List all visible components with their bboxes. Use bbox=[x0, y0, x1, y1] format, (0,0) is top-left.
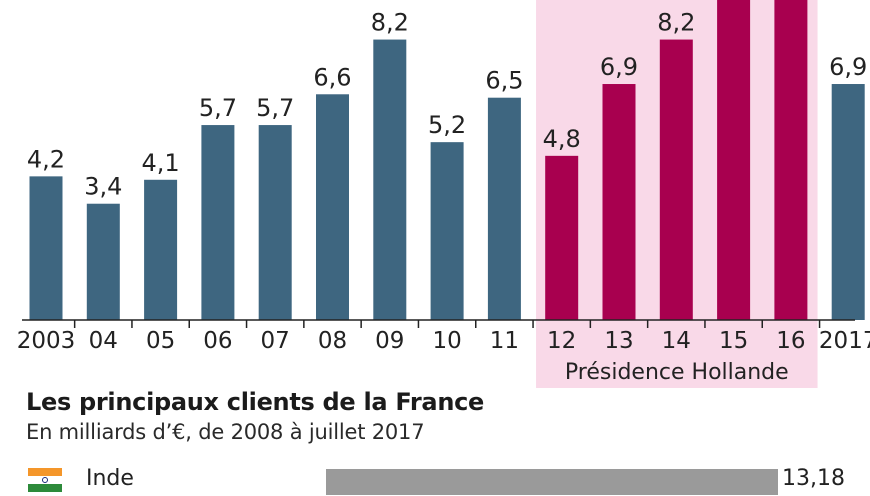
value-label-04: 3,4 bbox=[84, 173, 122, 201]
tick-label-12: 12 bbox=[547, 328, 576, 354]
value-label-10: 5,2 bbox=[428, 111, 466, 139]
bar-06 bbox=[201, 125, 235, 320]
band-label: Présidence Hollande bbox=[565, 360, 789, 385]
bar-09 bbox=[373, 39, 407, 321]
tick-label-04: 04 bbox=[89, 328, 118, 354]
client-name: Inde bbox=[86, 466, 134, 491]
client-row-inde: Inde 13,18 bbox=[28, 466, 870, 496]
bar-2017 bbox=[831, 84, 865, 321]
bar-15 bbox=[717, 0, 751, 320]
tick-label-05: 05 bbox=[146, 328, 175, 354]
value-label-08: 6,6 bbox=[313, 63, 351, 91]
tick-label-14: 14 bbox=[662, 328, 691, 354]
tick-label-08: 08 bbox=[318, 328, 347, 354]
bar-04 bbox=[86, 203, 120, 320]
bar-12 bbox=[545, 155, 579, 320]
value-label-09: 8,2 bbox=[371, 9, 409, 37]
tick-label-13: 13 bbox=[604, 328, 633, 354]
client-value: 13,18 bbox=[782, 466, 845, 491]
value-label-05: 4,1 bbox=[142, 149, 180, 177]
tick-label-09: 09 bbox=[375, 328, 404, 354]
bar-11 bbox=[487, 97, 521, 320]
value-label-11: 6,5 bbox=[485, 67, 523, 95]
clients-header: Les principaux clients de la France En m… bbox=[26, 388, 484, 444]
value-label-2003: 4,2 bbox=[27, 145, 65, 173]
tick-label-16: 16 bbox=[776, 328, 805, 354]
value-label-2017: 6,9 bbox=[829, 53, 867, 81]
bar-07 bbox=[258, 125, 292, 320]
bar-chart: 4,2 3,4 4,1 5,7 5,7 6,6 8,2 5,2 6,5 4,8 6,9 8,2 6,9 2… bbox=[17, 0, 870, 388]
bar-13 bbox=[602, 84, 636, 321]
tick-label-2017: 2017 bbox=[819, 328, 870, 354]
tick-label-06: 06 bbox=[203, 328, 232, 354]
bar-16 bbox=[774, 0, 808, 320]
tick-label-07: 07 bbox=[261, 328, 290, 354]
bar-05 bbox=[144, 179, 178, 320]
tick-label-2003: 2003 bbox=[17, 328, 76, 354]
tick-label-10: 10 bbox=[432, 328, 461, 354]
bar-10 bbox=[430, 142, 464, 320]
value-label-13: 6,9 bbox=[600, 53, 638, 81]
value-label-07: 5,7 bbox=[256, 94, 294, 122]
value-label-14: 8,2 bbox=[657, 9, 695, 37]
section-title: Les principaux clients de la France bbox=[26, 388, 485, 416]
bar-08 bbox=[316, 94, 349, 320]
tick-label-15: 15 bbox=[719, 328, 748, 354]
bar-14 bbox=[659, 39, 693, 321]
value-label-12: 4,8 bbox=[543, 125, 581, 153]
bar-2003 bbox=[29, 176, 63, 320]
india-flag-icon bbox=[28, 468, 62, 492]
section-subtitle: En milliards d’€, de 2008 à juillet 2017 bbox=[26, 420, 425, 444]
value-label-06: 5,7 bbox=[199, 94, 237, 122]
client-bar bbox=[326, 469, 778, 495]
tick-label-11: 11 bbox=[490, 328, 519, 354]
